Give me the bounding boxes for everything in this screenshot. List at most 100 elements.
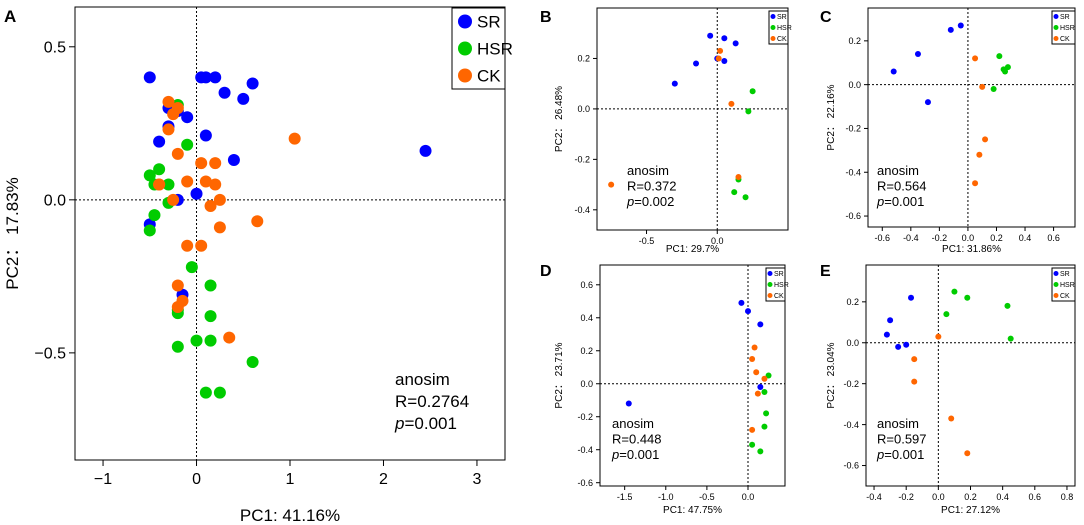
data-point-hsr (749, 88, 756, 95)
data-point-ck (167, 193, 180, 206)
data-point-hsr (951, 288, 958, 295)
data-point-sr (895, 343, 902, 350)
data-point-sr (199, 129, 212, 142)
data-point-sr (190, 187, 203, 200)
legend: SR HSR CK (1051, 267, 1076, 302)
data-point-sr (890, 68, 897, 75)
y-tick-label: -0.2 (574, 155, 590, 165)
stats-method: anosim (612, 416, 654, 431)
legend-marker-hsr (770, 25, 776, 30)
data-point-hsr (204, 334, 217, 347)
y-tick-label: 0.2 (848, 36, 861, 46)
data-point-ck (911, 356, 918, 363)
stats-p-value: p=0.001 (394, 414, 457, 433)
data-point-hsr (964, 294, 971, 301)
data-point-hsr (213, 386, 226, 399)
x-tick-label: -0.2 (898, 492, 914, 502)
data-point-hsr (742, 194, 749, 201)
series-hsr (990, 53, 1011, 93)
data-point-sr (707, 32, 714, 39)
data-point-ck (162, 123, 175, 136)
y-tick-label: -0.4 (574, 205, 590, 215)
legend-marker-hsr (767, 282, 773, 287)
stats-p-number: =0.001 (884, 447, 924, 462)
legend-marker-ck (1053, 293, 1059, 298)
data-point-sr (883, 331, 890, 338)
stats-method: anosim (877, 416, 919, 431)
panel-label: E (820, 263, 831, 280)
legend-marker-ck (458, 68, 472, 83)
data-point-ck (209, 157, 222, 170)
legend-label-sr: SR (477, 13, 501, 32)
stats-method: anosim (395, 370, 450, 389)
y-tick-label: 0.0 (846, 338, 859, 348)
data-point-ck (181, 239, 194, 252)
data-point-ck (199, 175, 212, 188)
data-point-sr (757, 321, 764, 328)
legend: SR HSR CK (765, 267, 789, 302)
data-point-hsr (204, 310, 217, 323)
stats-p-value: p=0.001 (876, 194, 924, 209)
data-point-hsr (1004, 302, 1011, 309)
y-tick-label: 0.0 (44, 192, 66, 209)
series-ck (608, 47, 742, 188)
x-tick-label: -0.5 (699, 492, 715, 502)
data-point-sr (246, 77, 259, 90)
data-point-ck (167, 108, 180, 121)
data-point-hsr (143, 169, 156, 182)
data-point-sr (693, 60, 700, 67)
data-point-sr (947, 26, 954, 33)
data-point-ck (753, 369, 760, 376)
data-point-hsr (153, 163, 166, 176)
data-point-ck (195, 157, 208, 170)
legend-marker-ck (767, 293, 773, 298)
data-point-ck (223, 331, 236, 344)
data-point-sr (757, 384, 764, 391)
data-point-ck (979, 83, 986, 90)
stats-p-symbol: p (611, 447, 619, 462)
series-sr (671, 32, 739, 87)
stats-p-symbol: p (626, 194, 634, 209)
x-tick-label: 0.4 (1019, 233, 1032, 243)
legend-marker-hsr (1053, 25, 1059, 30)
data-point-ck (982, 136, 989, 143)
data-point-hsr (990, 86, 997, 93)
series-hsr (731, 88, 756, 201)
data-point-sr (181, 111, 194, 124)
data-point-sr (738, 299, 745, 306)
legend-marker-sr (458, 14, 472, 29)
data-point-sr (732, 40, 739, 47)
data-point-ck (972, 55, 979, 62)
data-point-ck (153, 178, 166, 191)
y-tick-label: -0.2 (845, 124, 861, 134)
stats-p-symbol: p (394, 414, 404, 433)
data-point-hsr (1007, 335, 1014, 342)
data-point-ck (728, 100, 735, 107)
panel-D: D -1.5 -1.0 -0.5 0.0 -0.6 -0.4 -0.2 0.0 0.2 0.4 0.6… (540, 263, 789, 516)
series-ck (972, 55, 989, 187)
x-tick-label: 0.4 (996, 492, 1009, 502)
legend-label-sr: SR (1060, 271, 1070, 278)
data-point-ck (935, 333, 942, 340)
data-point-hsr (749, 441, 756, 448)
series-sr (625, 299, 764, 407)
data-point-sr (227, 154, 240, 167)
legend-label-hsr: HSR (774, 282, 789, 289)
y-tick-label: 0.4 (580, 313, 593, 323)
legend-label-sr: SR (777, 14, 787, 21)
plot-frame (867, 7, 1076, 228)
legend-box (768, 10, 789, 45)
panel-label: C (820, 9, 832, 26)
data-point-ck (213, 221, 226, 234)
x-tick-label: 0.0 (932, 492, 945, 502)
data-point-hsr (185, 261, 198, 274)
y-tick-label: 0.5 (44, 39, 66, 56)
legend-marker-hsr (458, 41, 472, 56)
panel-B: B -0.5 0.0 -0.4 -0.2 0.0 0.2 PC1: 29.7% PC2： 26.… (540, 7, 792, 255)
x-tick-label: -1.0 (658, 492, 674, 502)
data-point-sr (153, 135, 166, 148)
legend-marker-sr (767, 271, 773, 276)
data-point-ck (749, 356, 756, 363)
